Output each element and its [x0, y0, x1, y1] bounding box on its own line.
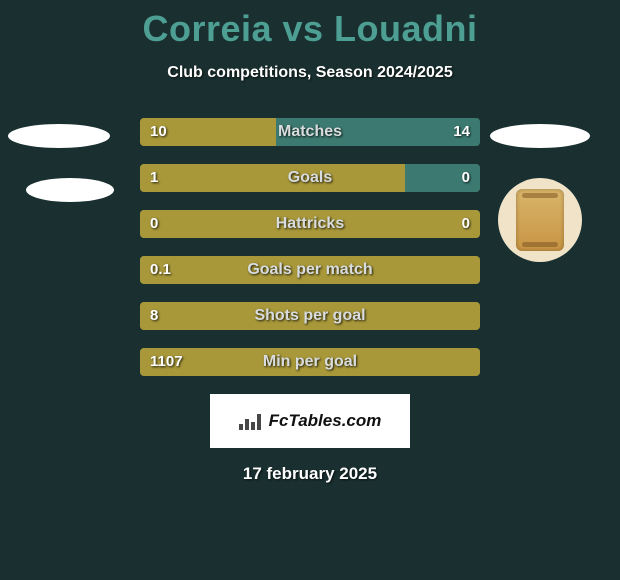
row-label: Goals: [140, 164, 480, 192]
stat-row: 1107Min per goal: [140, 348, 480, 376]
avatar-right-ellipse: [490, 124, 590, 148]
date-text: 17 february 2025: [0, 464, 620, 484]
row-label: Goals per match: [140, 256, 480, 284]
avatar-left-ellipse-1: [8, 124, 110, 148]
row-label: Shots per goal: [140, 302, 480, 330]
page-title: Correia vs Louadni: [0, 0, 620, 50]
badge-text: FcTables.com: [269, 411, 382, 431]
stat-row: 00Hattricks: [140, 210, 480, 238]
chart-icon: [239, 412, 263, 430]
stat-row: 10Goals: [140, 164, 480, 192]
row-label: Hattricks: [140, 210, 480, 238]
avatar-left-ellipse-2: [26, 178, 114, 202]
row-label: Matches: [140, 118, 480, 146]
scroll-icon: [516, 189, 564, 251]
stat-row: 0.1Goals per match: [140, 256, 480, 284]
avatar-right-image: [498, 178, 582, 262]
site-badge: FcTables.com: [210, 394, 410, 448]
stat-row: 1014Matches: [140, 118, 480, 146]
subtitle: Club competitions, Season 2024/2025: [0, 64, 620, 82]
stat-row: 8Shots per goal: [140, 302, 480, 330]
row-label: Min per goal: [140, 348, 480, 376]
